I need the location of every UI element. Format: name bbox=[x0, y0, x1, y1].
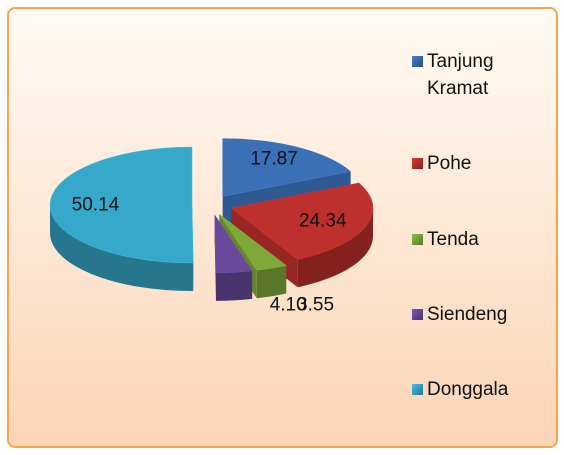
legend: Tanjung Kramat Pohe Tenda Siendeng Donggala bbox=[412, 48, 552, 403]
slice bbox=[219, 214, 287, 271]
legend-label: Donggala bbox=[427, 379, 509, 400]
legend-item: Tanjung Kramat bbox=[412, 48, 552, 102]
slice bbox=[49, 146, 194, 264]
legend-item: Pohe bbox=[412, 150, 552, 177]
data-label: 3.55 bbox=[297, 295, 334, 316]
slice bbox=[222, 138, 352, 197]
legend-key bbox=[412, 233, 423, 245]
slice-side bbox=[50, 205, 194, 292]
slice bbox=[230, 182, 374, 260]
legend-key bbox=[412, 158, 423, 170]
legend-key bbox=[412, 56, 423, 67]
legend-item: Tenda bbox=[412, 226, 552, 253]
slice-side bbox=[215, 270, 253, 301]
data-label: 50.14 bbox=[72, 194, 120, 215]
legend-label: Pohe bbox=[427, 153, 472, 175]
data-label: 4.10 bbox=[270, 295, 307, 316]
legend-item: Donggala bbox=[412, 376, 552, 403]
slice-side bbox=[256, 265, 287, 299]
legend-key bbox=[412, 308, 423, 320]
slice bbox=[214, 214, 253, 274]
data-label: 17.87 bbox=[250, 149, 298, 170]
legend-label: Tenda bbox=[427, 228, 479, 250]
legend-label: Tanjung Kramat bbox=[427, 51, 494, 99]
legend-key bbox=[412, 384, 423, 395]
data-label: 24.34 bbox=[299, 211, 347, 232]
legend-item: Siendeng bbox=[412, 301, 552, 328]
legend-label: Siendeng bbox=[427, 303, 508, 325]
